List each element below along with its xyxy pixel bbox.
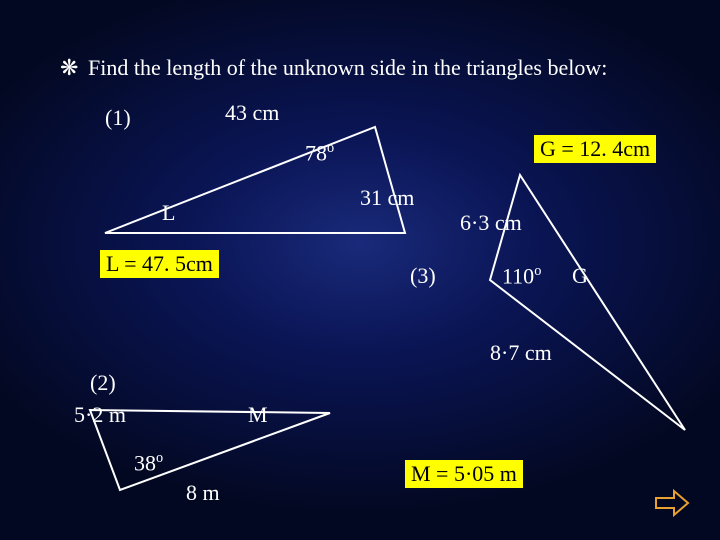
p3-unknown: G <box>572 263 588 289</box>
problem-2-num: (2) <box>90 370 116 396</box>
triangle-2 <box>90 410 330 490</box>
p3-side-upper: 6·3 cm <box>460 210 522 236</box>
problem-1-num: (1) <box>105 105 131 131</box>
p3-side-lower: 8·7 cm <box>490 340 552 366</box>
next-icon[interactable] <box>654 488 690 518</box>
p3-angle: 110o <box>502 263 541 289</box>
p1-answer: L = 47. 5cm <box>100 250 219 278</box>
triangle-1 <box>105 133 405 233</box>
prompt-text: Find the length of the unknown side in t… <box>88 55 607 81</box>
p1-unknown: L <box>162 200 175 226</box>
p1-side-top: 43 cm <box>225 100 279 126</box>
p1-angle: 78o <box>305 140 334 166</box>
p1-side-right: 31 cm <box>360 185 414 211</box>
p2-angle: 38o <box>134 450 163 476</box>
p3-answer: G = 12. 4cm <box>534 135 656 163</box>
problem-3-num: (3) <box>410 263 436 289</box>
p2-side-bottom: 8 m <box>186 480 220 506</box>
p2-answer: M = 5·05 m <box>405 460 523 488</box>
bullet-icon: ❋ <box>60 55 78 81</box>
p2-unknown: M <box>248 402 268 428</box>
